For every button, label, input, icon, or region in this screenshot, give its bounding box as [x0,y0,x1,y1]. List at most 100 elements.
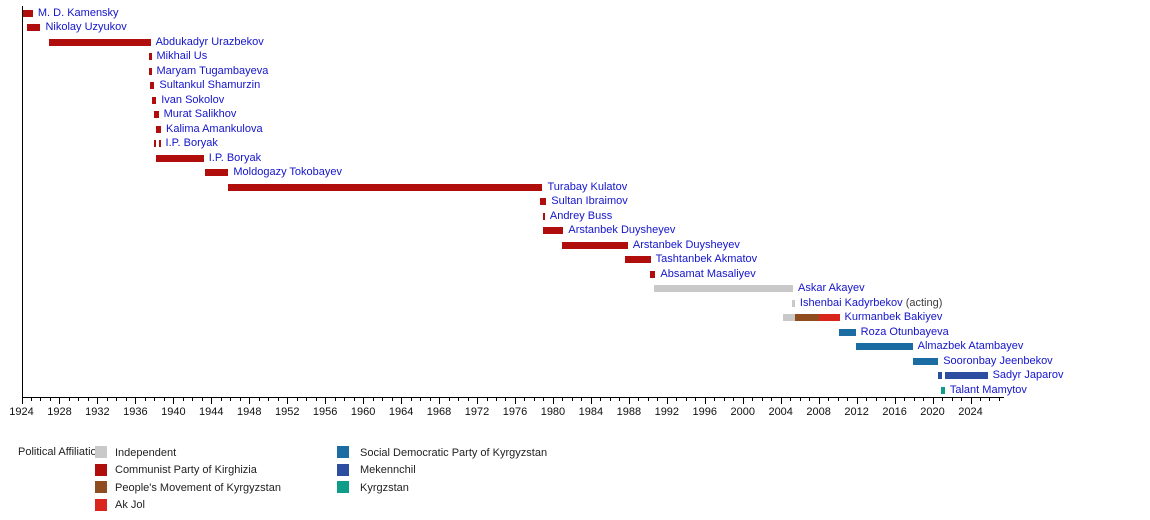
x-axis-major-tick [287,397,289,404]
x-axis-minor-tick [458,397,460,401]
x-axis-minor-tick [752,397,754,401]
x-axis-major-tick [173,397,175,404]
person-name: Sooronbay Jeenbekov [943,354,1053,367]
x-axis-minor-tick [581,397,583,401]
x-axis-minor-tick [192,397,194,401]
term-bar [154,140,157,147]
person-name: Mikhail Us [156,50,208,62]
x-axis-minor-tick [353,397,355,401]
legend-label-kyrgzstan: Kyrgzstan [360,481,409,494]
term-bar [228,183,543,191]
x-axis-tick-label: 1988 [616,406,642,418]
term-bar [539,198,547,205]
x-axis-major-tick [894,397,896,404]
x-axis-minor-tick [828,397,830,401]
x-axis-minor-tick [78,397,80,401]
x-axis-minor-tick [676,397,678,401]
x-axis-tick-label: 1972 [464,406,490,418]
x-axis-minor-tick [875,397,877,401]
x-axis-minor-tick [40,397,42,401]
legend-label-mekenchil: Mekennchil [360,464,416,476]
x-axis-tick-label: 1948 [237,406,262,418]
person-name: Abdukadyr Urazbekov [155,35,264,48]
x-axis-major-tick [135,397,137,404]
legend-swatch-sdpk [337,446,349,458]
person-label: Murat Salikhov [164,108,237,121]
x-axis-minor-tick [942,397,944,401]
x-axis-minor-tick [220,397,222,401]
x-axis-major-tick [439,397,441,404]
x-axis-minor-tick [125,397,127,401]
x-axis-tick-label: 1944 [199,406,224,418]
x-axis-minor-tick [714,397,716,401]
person-label: Sultankul Shamurzin [159,79,260,92]
person-name: Kalima Amankulova [166,122,263,135]
x-axis-tick-label: 2000 [730,406,755,418]
x-axis-tick-label: 1968 [426,406,452,418]
x-axis-tick-label: 2016 [882,406,907,418]
x-axis-minor-tick [486,397,488,401]
term-bar [542,227,564,234]
person-name: Ivan Sokolov [161,93,225,106]
legend-swatch-mekenchil [337,463,349,476]
term-bar [156,125,161,133]
x-axis-tick-label: 1984 [578,406,604,418]
legend-swatch-communist [95,463,107,476]
term-bar [148,53,152,60]
person-label: Kalima Amankulova [166,123,263,136]
x-axis-minor-tick [998,397,1000,401]
term-bar [27,24,41,31]
person-name: Tashtanbek Akmatov [655,253,758,265]
term-bar [941,386,945,394]
x-axis-minor-tick [448,397,450,401]
legend-label-pmk: People's Movement of Kyrgyzstan [115,481,281,494]
x-axis-minor-tick [562,397,564,401]
person-label: I.P. Boryak [166,137,218,150]
person-name: Maryam Tugambayeva [156,64,269,77]
term-bar [154,111,159,118]
x-axis-tick-label: 2012 [844,406,869,418]
person-name: Turabay Kulatov [547,180,628,193]
person-label: Nikolay Uzyukov [45,21,126,34]
x-axis-tick-label: 1956 [312,406,338,418]
term-bar [204,169,229,176]
x-axis-minor-tick [685,397,687,401]
x-axis-minor-tick [866,397,868,401]
x-axis-tick-label: 1952 [274,406,300,418]
x-axis-minor-tick [372,397,374,401]
person-label: Ishenbai Kadyrbekov (acting) [800,297,942,310]
x-axis-minor-tick [144,397,146,401]
person-name: Sultan Ibraimov [551,195,628,207]
term-bar [562,241,628,249]
x-axis-minor-tick [201,397,203,401]
person-label: Abdukadyr Urazbekov [156,36,264,49]
person-name: Absamat Masaliyev [660,267,756,280]
x-axis-tick-label: 2020 [920,406,945,418]
x-axis-minor-tick [391,397,393,401]
x-axis-minor-tick [429,397,431,401]
x-axis-major-tick [742,397,744,404]
x-axis-major-tick [780,397,782,404]
x-axis-minor-tick [533,397,535,401]
x-axis-minor-tick [790,397,792,401]
term-bar [542,212,545,220]
term-bar [944,372,988,379]
person-name: Kurmanbek Bakiyev [844,311,943,323]
x-axis-tick-label: 1932 [85,406,110,418]
x-axis-minor-tick [116,397,118,401]
x-axis-major-tick [59,397,61,404]
term-bar [149,82,155,89]
person-name: Sultankul Shamurzin [159,79,261,91]
person-name: Roza Otunbayeva [860,325,949,338]
person-label: Absamat Masaliyev [660,268,755,281]
person-label: Talant Mamytov [950,384,1027,397]
term-bar [792,299,795,307]
person-label: M. D. Kamensky [38,7,119,20]
legend-label-communist: Communist Party of Kirghizia [115,464,257,476]
person-label: Arstanbek Duysheyev [633,239,740,252]
x-axis-tick-label: 2024 [958,406,983,418]
term-bar [838,328,856,336]
x-axis-minor-tick [306,397,308,401]
legend-label-independent: Independent [115,446,177,459]
